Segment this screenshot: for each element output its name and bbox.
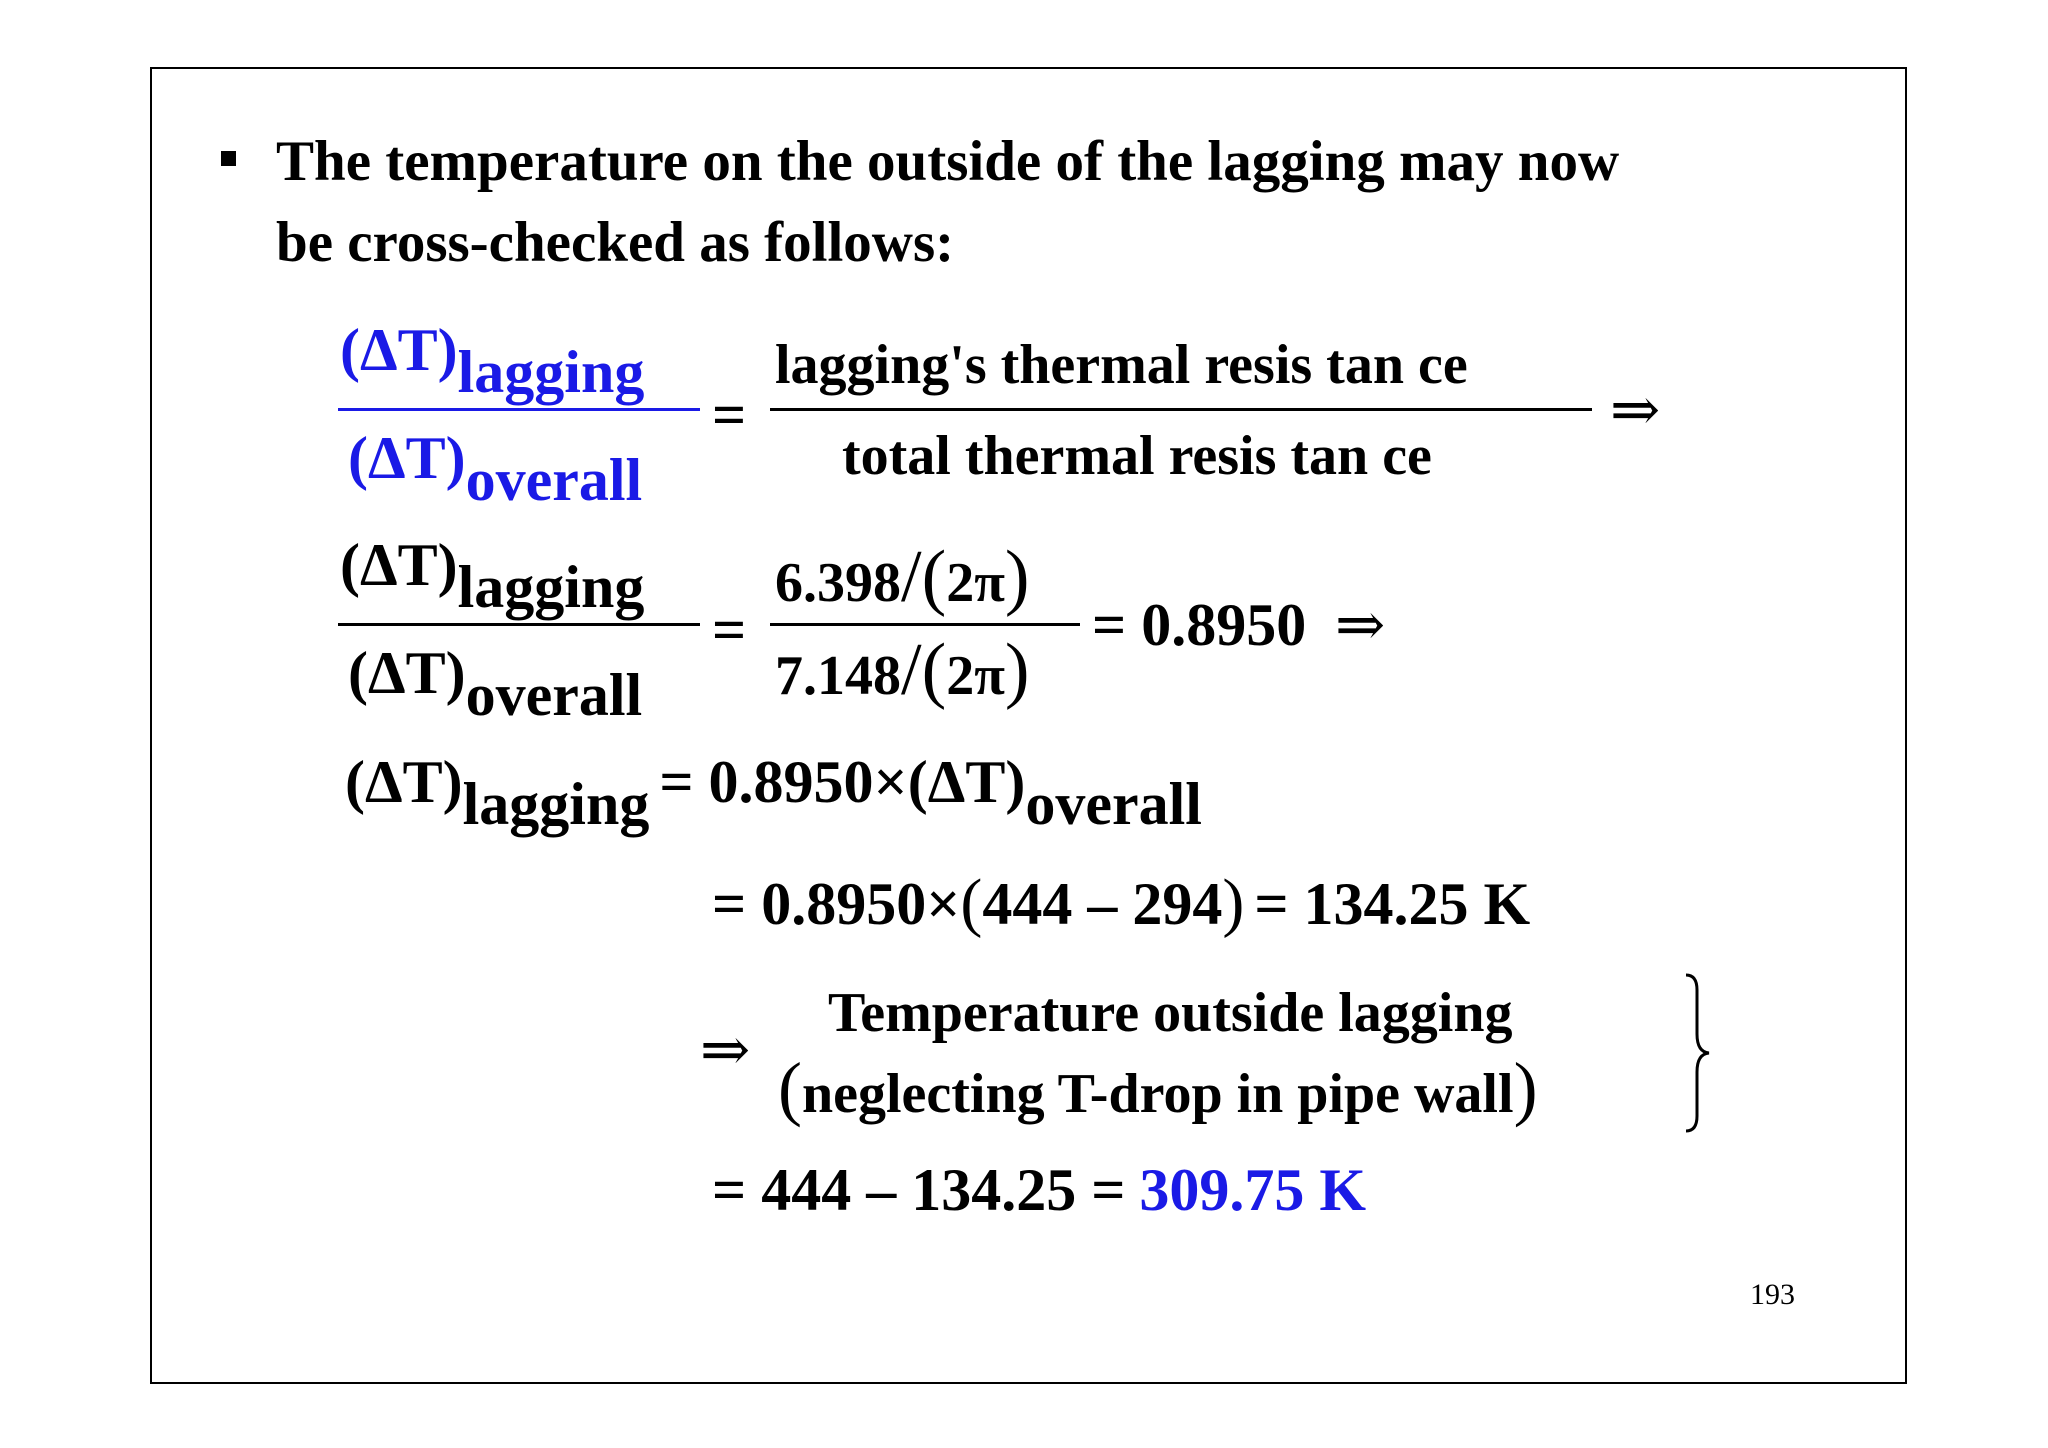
subscript-lagging: lagging <box>457 554 645 620</box>
two-pi: 2π <box>946 645 1005 707</box>
eq4-inner: 444 – 294 <box>982 871 1223 937</box>
delta-t-symbol: (ΔT) <box>340 532 458 598</box>
open-paren: ( <box>960 866 983 939</box>
eq3-line: (ΔT)lagging = 0.8950×(ΔT)overall <box>345 749 1202 834</box>
eq2-result: = 0.8950 <box>1092 592 1307 658</box>
subscript-overall: overall <box>465 447 643 513</box>
intro-line-2: be cross-checked as follows: <box>276 211 955 274</box>
delta-t-symbol: (ΔT) <box>348 640 466 706</box>
eq4-line: = 0.8950×(444 – 294) = 134.25 K <box>712 870 1530 936</box>
eq1-implies-arrow: ⇒ <box>1610 377 1661 443</box>
eq6-prefix: = 444 – 134.25 = <box>712 1157 1126 1223</box>
eq4-result: = 134.25 K <box>1254 871 1531 937</box>
eq6-line: = 444 – 134.25 = 309.75 K <box>712 1160 1366 1220</box>
right-brace-icon <box>1685 973 1710 1133</box>
slash: / <box>901 629 922 711</box>
delta-t-symbol: (ΔT) <box>340 317 458 383</box>
two-pi: 2π <box>946 552 1005 614</box>
slash: / <box>901 536 922 618</box>
eq5-line-2: neglecting T-drop in pipe wall <box>801 1063 1514 1125</box>
subscript-overall: overall <box>465 662 643 728</box>
delta-t-symbol: (ΔT) <box>345 749 463 815</box>
slide-frame <box>150 67 1907 1384</box>
eq2-rhs-fraction-bar <box>770 623 1080 626</box>
final-answer: 309.75 K <box>1139 1157 1367 1223</box>
eq2-equals: = <box>712 597 747 663</box>
delta-t-symbol: (ΔT) <box>907 749 1026 815</box>
numerator-value: 6.398 <box>775 552 901 614</box>
bullet-square-icon <box>221 151 236 166</box>
eq4-prefix: = 0.8950× <box>712 871 961 937</box>
subscript-overall: overall <box>1025 771 1202 837</box>
page-number: 193 <box>1750 1278 1795 1311</box>
close-paren: ) <box>1004 629 1030 711</box>
intro-line-1: The temperature on the outside of the la… <box>276 130 1620 193</box>
open-paren: ( <box>778 1048 802 1128</box>
close-paren: ) <box>1004 536 1030 618</box>
eq5-implies-arrow: ⇒ <box>700 1017 751 1083</box>
eq1-equals: = <box>712 382 747 448</box>
eq2-lhs-fraction-bar <box>338 623 700 626</box>
eq2-rhs-numerator: 6.398/(2π) <box>775 540 1030 614</box>
eq5-line-1: Temperature outside lagging <box>828 982 1513 1044</box>
close-paren: ) <box>1513 1048 1538 1128</box>
open-paren: ( <box>921 536 947 618</box>
denominator-value: 7.148 <box>775 645 901 707</box>
eq1-lhs-denominator: (ΔT)overall <box>348 425 642 510</box>
open-paren: ( <box>921 629 947 711</box>
subscript-lagging: lagging <box>462 771 650 837</box>
eq1-lhs-fraction-bar <box>338 408 700 411</box>
subscript-lagging: lagging <box>457 339 645 405</box>
eq2-lhs-numerator: (ΔT)lagging <box>340 532 644 617</box>
eq1-rhs-numerator: lagging's thermal resis tan ce <box>775 334 1468 396</box>
eq1-lhs-numerator: (ΔT)lagging <box>340 317 644 402</box>
eq2-rhs-denominator: 7.148/(2π) <box>775 633 1030 707</box>
eq2-implies-arrow: ⇒ <box>1335 592 1386 658</box>
eq2-lhs-denominator: (ΔT)overall <box>348 640 642 725</box>
delta-t-symbol: (ΔT) <box>348 425 466 491</box>
eq1-rhs-denominator: total thermal resis tan ce <box>842 425 1432 487</box>
eq5-line-2-wrap: (neglecting T-drop in pipe wall) <box>778 1052 1538 1124</box>
eq3-rhs-prefix: = 0.8950× <box>659 749 908 815</box>
eq1-rhs-fraction-bar <box>770 408 1592 411</box>
close-paren: ) <box>1222 866 1245 939</box>
